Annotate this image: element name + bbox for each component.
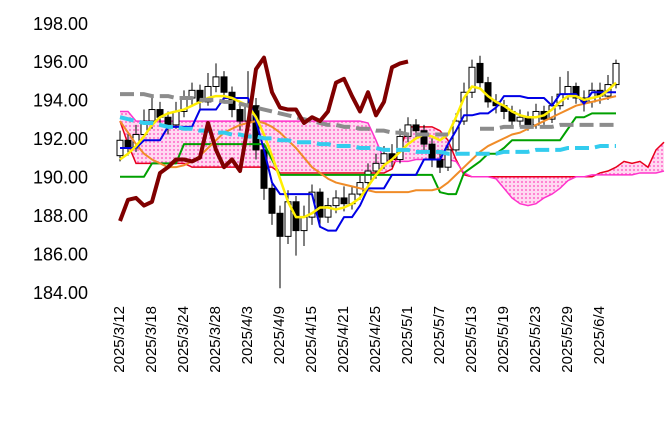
candle-body	[252, 105, 260, 151]
y-tick-label: 184.00	[33, 283, 88, 303]
candle-body	[612, 62, 620, 86]
candle-body	[300, 216, 308, 232]
x-tick-label: 2025/5/19	[495, 306, 512, 373]
x-tick-label: 2025/6/4	[591, 306, 608, 364]
candle-body	[148, 109, 156, 122]
x-tick-label: 2025/4/9	[271, 306, 288, 364]
x-tick-label: 2025/4/21	[335, 306, 352, 373]
x-tick-label: 2025/5/7	[431, 306, 448, 364]
x-tick-label: 2025/4/15	[303, 306, 320, 373]
cloud-span-a	[119, 120, 665, 178]
y-tick-label: 188.00	[33, 206, 88, 226]
candle-body	[332, 197, 340, 207]
candle-body	[276, 212, 284, 237]
candle-body	[164, 116, 172, 126]
x-tick-label: 2025/3/24	[175, 306, 192, 373]
x-tick-label: 2025/5/23	[527, 306, 544, 373]
candle-body	[124, 139, 132, 149]
y-tick-label: 190.00	[33, 167, 88, 187]
y-tick-label: 196.00	[33, 52, 88, 72]
y-tick-label: 192.00	[33, 129, 88, 149]
candle-body	[516, 116, 524, 122]
candle-body	[324, 205, 332, 218]
x-tick-label: 2025/5/29	[559, 306, 576, 373]
candle-body	[468, 66, 476, 93]
candle-body	[564, 85, 572, 95]
candle-body	[412, 124, 420, 132]
x-tick-label: 2025/5/1	[399, 306, 416, 364]
candle-body	[364, 170, 372, 184]
candle-body	[172, 110, 180, 126]
indicator-line	[119, 115, 616, 156]
x-tick-label: 2025/5/13	[463, 306, 480, 373]
candle-body	[220, 76, 228, 93]
indicator-line	[118, 55, 409, 222]
candle-body	[268, 187, 276, 214]
candle-body	[372, 162, 380, 172]
candle-body	[212, 76, 220, 87]
candle-body	[476, 62, 484, 84]
candle-body	[316, 191, 324, 218]
candle-body	[380, 153, 388, 164]
x-tick-label: 2025/4/25	[367, 306, 384, 373]
y-tick-label: 186.00	[33, 244, 88, 264]
candle-body	[572, 85, 580, 99]
indicator-line	[120, 92, 616, 137]
x-tick-label: 2025/3/28	[207, 306, 224, 373]
candle-body	[340, 197, 348, 205]
candle-body	[420, 130, 428, 145]
y-tick-label: 194.00	[33, 91, 88, 111]
candle-body	[444, 149, 452, 168]
x-tick-label: 2025/3/18	[143, 306, 160, 373]
candle-body	[436, 159, 444, 168]
candle-body	[236, 109, 244, 122]
x-tick-label: 2025/4/3	[239, 306, 256, 364]
y-tick-label: 198.00	[33, 14, 88, 34]
x-tick-label: 2025/3/12	[111, 306, 128, 373]
